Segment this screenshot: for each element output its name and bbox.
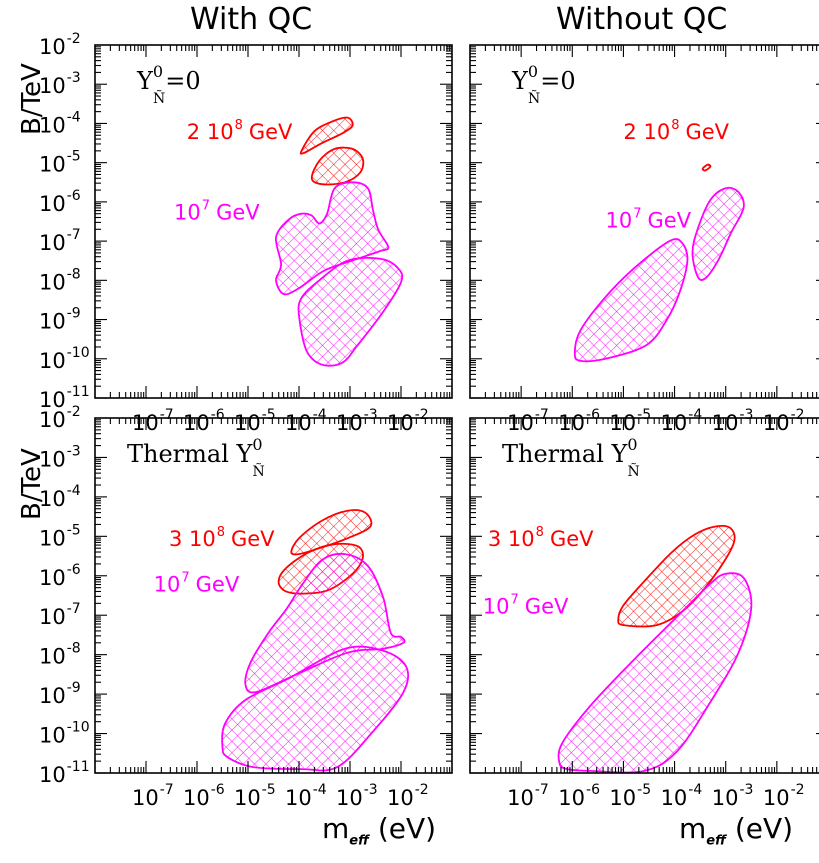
plot-frame bbox=[94, 44, 453, 399]
y-tick-label: 10-4 bbox=[39, 109, 81, 137]
x-tick-label: 10-3 bbox=[712, 782, 754, 810]
x-axis-label-main: m bbox=[679, 812, 707, 845]
region-top-right-s1-r1 bbox=[691, 186, 745, 281]
x-tick-label: 10-5 bbox=[234, 782, 276, 810]
panel-top-left: 10-7 10-6 10-5 10-4 10-3 10-210-1110-1010-910… bbox=[39, 31, 453, 435]
series-label: 2 108 GeV bbox=[187, 118, 293, 144]
y-tick-label: 10-5 bbox=[39, 149, 81, 177]
y-tick-label: 10-7 bbox=[39, 227, 81, 255]
x-tick-label: 10-2 bbox=[763, 782, 805, 810]
x-tick-label: 10-3 bbox=[336, 782, 378, 810]
panel-bottom-right: 10-7 10-6 10-5 10-4 10-3 10-2 Thermal Y0 Ñ 3 108… bbox=[469, 417, 819, 810]
y-tick-label: 10-5 bbox=[39, 522, 81, 550]
panel-label: Thermal Y0 Ñ bbox=[127, 435, 265, 480]
y-tick-label: 10-2 bbox=[39, 31, 81, 59]
region-top-right-s0-r0 bbox=[701, 163, 712, 172]
x-axis-label-sub: eff bbox=[706, 833, 726, 849]
x-tick-label: 10-6 bbox=[183, 782, 225, 810]
series-label: 3 108 GeV bbox=[488, 525, 594, 551]
x-axis-label-unit: (eV) bbox=[377, 812, 437, 845]
series-label: 3 108 GeV bbox=[169, 525, 275, 551]
x-tick-label: 10-7 bbox=[132, 782, 174, 810]
region-bottom-right-s0-r0 bbox=[617, 524, 736, 628]
y-tick-label: 10-8 bbox=[39, 641, 81, 669]
panel-label: Y0 Ñ=0 bbox=[511, 62, 576, 107]
region-top-left-s0-r0 bbox=[299, 116, 354, 155]
region-top-left-s1-r0 bbox=[274, 181, 390, 296]
series-label: 107 GeV bbox=[154, 571, 240, 597]
x-tick-label: 10-6 bbox=[558, 782, 600, 810]
x-tick-label: 10-5 bbox=[609, 782, 651, 810]
series-label: 107 GeV bbox=[483, 592, 569, 618]
panel-label: Y0 Ñ=0 bbox=[136, 62, 201, 107]
y-tick-label: 10-4 bbox=[39, 483, 81, 511]
panel-label: Thermal Y0 Ñ bbox=[502, 435, 640, 480]
y-tick-label: 10-10 bbox=[39, 720, 90, 748]
plot-frame bbox=[94, 417, 453, 774]
y-tick-label: 10-6 bbox=[39, 562, 81, 590]
y-tick-label: 10-9 bbox=[39, 306, 81, 334]
x-axis-label-main: m bbox=[322, 812, 350, 845]
series-label: 2 108 GeV bbox=[623, 118, 729, 144]
x-axis-label-right: meff (eV) bbox=[679, 812, 793, 849]
y-tick-label: 10-8 bbox=[39, 266, 81, 294]
region-bottom-left-s1-r1 bbox=[221, 645, 410, 772]
col-title-right: Without QC bbox=[556, 2, 728, 37]
y-tick-label: 10-7 bbox=[39, 601, 81, 629]
region-top-left-s0-r1 bbox=[310, 146, 365, 186]
y-tick-label: 10-6 bbox=[39, 188, 81, 216]
x-axis-label-left: meff (eV) bbox=[322, 812, 436, 849]
plot-frame bbox=[469, 44, 819, 399]
region-top-right-s1-r0 bbox=[573, 238, 689, 363]
x-tick-label: 10-7 bbox=[507, 782, 549, 810]
x-tick-label: 10-2 bbox=[387, 782, 429, 810]
y-tick-label: 10-3 bbox=[39, 443, 81, 471]
x-tick-label: 10-4 bbox=[285, 782, 327, 810]
y-tick-label: 10-10 bbox=[39, 345, 90, 373]
y-tick-label: 10-3 bbox=[39, 70, 81, 98]
y-tick-label: 10-11 bbox=[39, 759, 90, 787]
y-tick-label: 10-2 bbox=[39, 404, 81, 432]
plot-frame bbox=[469, 417, 819, 774]
panel-bottom-left: 10-7 10-6 10-5 10-4 10-3 10-2 10-11 10-10 10-9 10… bbox=[39, 404, 453, 810]
x-axis-label-unit: (eV) bbox=[734, 812, 794, 845]
x-tick-label: 10-4 bbox=[661, 782, 703, 810]
col-title-left: With QC bbox=[190, 2, 313, 37]
panel-top-right: 10-7 10-6 10-5 10-4 10-3 10-2Y0 Ñ=02 108 GeV107… bbox=[469, 44, 819, 435]
x-axis-label-sub: eff bbox=[349, 833, 369, 849]
region-top-left-s1-r1 bbox=[297, 256, 404, 367]
y-tick-label: 10-9 bbox=[39, 680, 81, 708]
series-label: 107 GeV bbox=[174, 199, 260, 225]
series-label: 107 GeV bbox=[606, 206, 692, 232]
